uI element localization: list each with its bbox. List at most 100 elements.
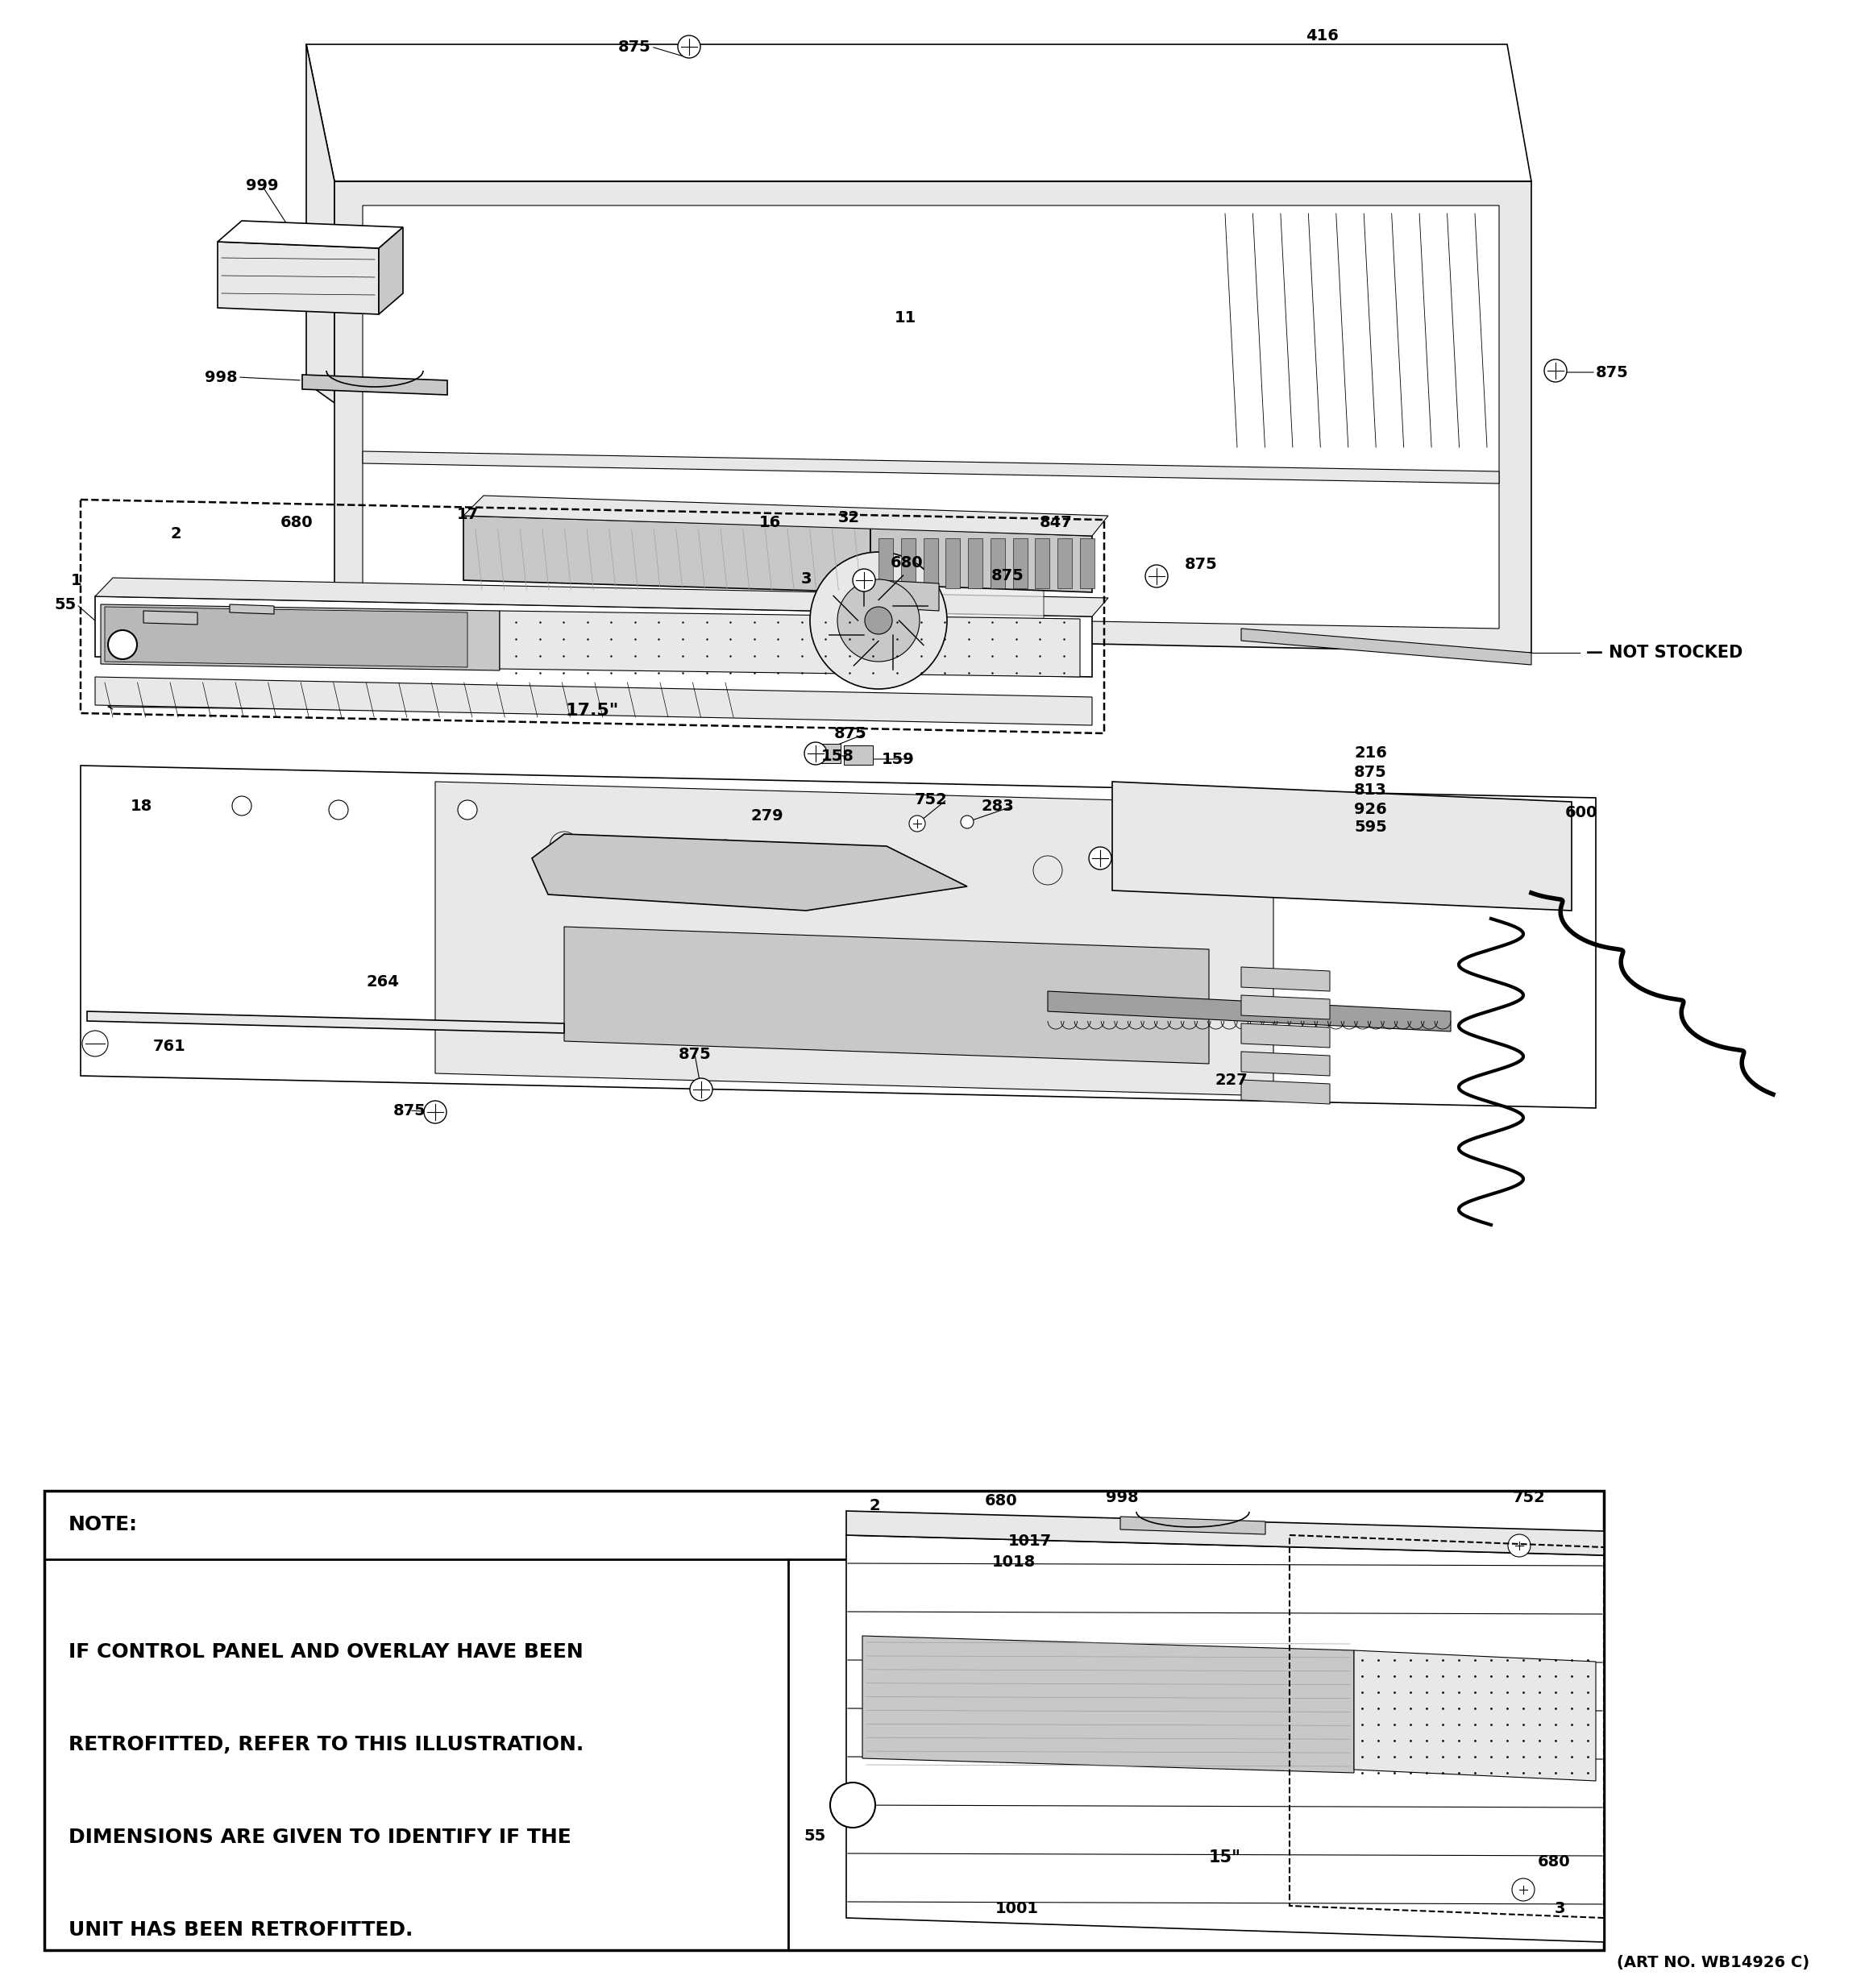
- Text: 999: 999: [246, 177, 278, 193]
- Polygon shape: [1242, 1024, 1330, 1048]
- Polygon shape: [463, 515, 871, 592]
- Text: 875: 875: [990, 569, 1024, 584]
- Bar: [45, 1491, 1604, 1950]
- Text: 2: 2: [170, 525, 181, 541]
- Text: 3: 3: [1554, 1901, 1565, 1916]
- Polygon shape: [435, 781, 1274, 1095]
- Text: 1018: 1018: [992, 1555, 1035, 1569]
- Circle shape: [1320, 813, 1339, 831]
- Text: 264: 264: [366, 974, 399, 990]
- Circle shape: [1513, 1879, 1535, 1901]
- Polygon shape: [811, 744, 841, 763]
- Text: 158: 158: [821, 747, 854, 763]
- Text: 1017: 1017: [1009, 1533, 1052, 1549]
- Polygon shape: [1013, 539, 1028, 588]
- Polygon shape: [1242, 628, 1531, 664]
- Polygon shape: [463, 495, 1108, 537]
- Text: 595: 595: [1354, 819, 1388, 835]
- Circle shape: [1481, 821, 1501, 839]
- Text: 761: 761: [153, 1038, 187, 1054]
- Text: 416: 416: [1306, 28, 1339, 44]
- Text: 875: 875: [1596, 364, 1628, 380]
- Polygon shape: [88, 1012, 565, 1034]
- Text: 847: 847: [1039, 515, 1072, 531]
- Circle shape: [231, 795, 252, 815]
- Text: (ART NO. WB14926 C): (ART NO. WB14926 C): [1617, 1954, 1809, 1970]
- Polygon shape: [532, 835, 968, 911]
- Text: 680: 680: [890, 555, 923, 571]
- Text: 875: 875: [1184, 557, 1218, 573]
- Text: 1001: 1001: [996, 1901, 1039, 1916]
- Polygon shape: [95, 596, 1093, 676]
- Text: 998: 998: [205, 370, 237, 386]
- Text: 2: 2: [869, 1497, 880, 1513]
- Text: — NOT STOCKED: — NOT STOCKED: [1585, 644, 1742, 660]
- Text: 752: 752: [1513, 1489, 1546, 1505]
- Text: 875: 875: [679, 1046, 711, 1062]
- Text: 680: 680: [280, 515, 313, 531]
- Text: 875: 875: [619, 40, 651, 54]
- Text: 159: 159: [882, 751, 914, 767]
- Polygon shape: [862, 1636, 1354, 1773]
- Circle shape: [690, 1077, 712, 1101]
- Polygon shape: [565, 926, 1209, 1064]
- Polygon shape: [923, 580, 1044, 660]
- Polygon shape: [1112, 781, 1572, 911]
- Polygon shape: [1242, 1079, 1330, 1103]
- Polygon shape: [1242, 1052, 1330, 1076]
- Circle shape: [1544, 360, 1567, 382]
- Text: 926: 926: [1354, 801, 1388, 817]
- Circle shape: [1089, 847, 1112, 869]
- Circle shape: [82, 1030, 108, 1056]
- Polygon shape: [500, 610, 1080, 676]
- Polygon shape: [362, 205, 1499, 628]
- Text: 680: 680: [985, 1493, 1018, 1509]
- Polygon shape: [923, 539, 938, 588]
- Polygon shape: [302, 374, 448, 396]
- Circle shape: [1264, 809, 1283, 827]
- Text: 16: 16: [759, 515, 781, 531]
- Polygon shape: [847, 1511, 1604, 1555]
- Circle shape: [423, 1101, 446, 1123]
- Circle shape: [960, 815, 974, 829]
- Polygon shape: [1121, 1517, 1264, 1535]
- Text: 875: 875: [1354, 763, 1388, 779]
- Polygon shape: [1048, 992, 1451, 1032]
- Polygon shape: [968, 539, 983, 588]
- Circle shape: [1509, 1535, 1531, 1557]
- Circle shape: [804, 742, 826, 765]
- Text: NOTE:: NOTE:: [69, 1515, 138, 1535]
- Text: 752: 752: [914, 791, 947, 807]
- Polygon shape: [334, 181, 1531, 652]
- Text: IF CONTROL PANEL AND OVERLAY HAVE BEEN: IF CONTROL PANEL AND OVERLAY HAVE BEEN: [69, 1642, 584, 1662]
- Text: 17.5": 17.5": [565, 702, 619, 720]
- Polygon shape: [1057, 539, 1072, 588]
- Text: 15": 15": [1209, 1849, 1242, 1865]
- Text: 680: 680: [1539, 1855, 1570, 1869]
- Polygon shape: [101, 604, 500, 670]
- Circle shape: [328, 801, 349, 819]
- Text: 813: 813: [1354, 783, 1388, 797]
- Circle shape: [677, 36, 701, 58]
- Polygon shape: [1354, 1650, 1596, 1781]
- Text: 998: 998: [1106, 1489, 1138, 1505]
- Polygon shape: [843, 746, 873, 765]
- Circle shape: [908, 815, 925, 831]
- Polygon shape: [990, 539, 1005, 588]
- Circle shape: [809, 553, 947, 690]
- Polygon shape: [878, 539, 893, 588]
- Text: 216: 216: [1354, 746, 1388, 761]
- Text: 283: 283: [981, 797, 1015, 813]
- Text: 279: 279: [752, 807, 783, 823]
- Text: 17: 17: [457, 507, 479, 521]
- Text: 227: 227: [1216, 1072, 1248, 1087]
- Text: RETROFITTED, REFER TO THIS ILLUSTRATION.: RETROFITTED, REFER TO THIS ILLUSTRATION.: [69, 1736, 584, 1753]
- Circle shape: [865, 606, 891, 634]
- Circle shape: [1401, 817, 1419, 835]
- Polygon shape: [218, 243, 379, 314]
- Text: UNIT HAS BEEN RETROFITTED.: UNIT HAS BEEN RETROFITTED.: [69, 1920, 412, 1940]
- Polygon shape: [306, 44, 1531, 181]
- Polygon shape: [95, 579, 1108, 616]
- Polygon shape: [1080, 539, 1095, 588]
- Polygon shape: [871, 529, 1093, 592]
